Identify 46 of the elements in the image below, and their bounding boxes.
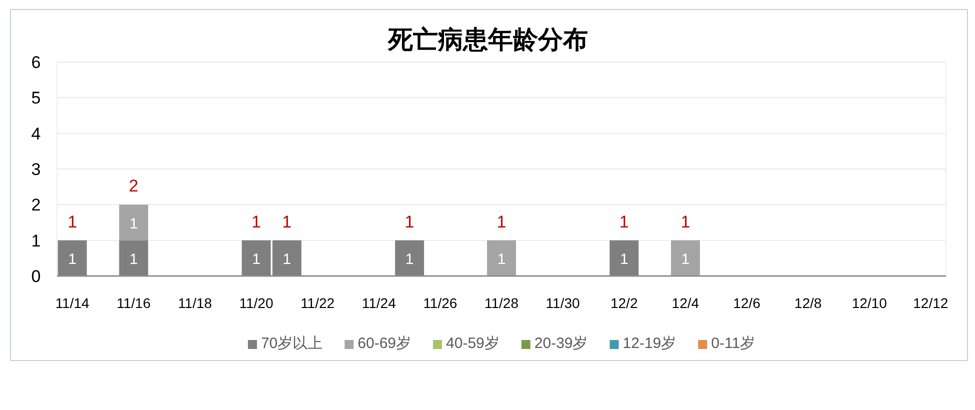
x-tick-label: 11/30 [546, 295, 580, 311]
y-tick-label: 3 [31, 160, 41, 179]
x-tick-label: 12/10 [852, 295, 888, 311]
data-label: 1 [129, 251, 138, 268]
x-tick-label: 11/26 [423, 295, 458, 311]
total-label: 2 [128, 176, 138, 196]
legend-label: 0-11岁 [711, 335, 756, 352]
total-label: 1 [680, 212, 690, 232]
x-tick-label: 12/12 [913, 295, 948, 311]
x-tick-label: 11/28 [484, 295, 519, 311]
total-label: 1 [496, 212, 506, 232]
y-tick-label: 4 [31, 124, 41, 144]
data-label: 1 [620, 251, 628, 268]
x-tick-label: 11/18 [178, 295, 212, 311]
x-tick-label: 11/22 [300, 295, 335, 311]
legend-label: 60-69岁 [358, 335, 412, 352]
data-label: 1 [252, 251, 260, 268]
y-tick-label: 1 [31, 231, 41, 250]
x-tick-label: 11/24 [362, 295, 396, 311]
y-tick-label: 6 [31, 53, 41, 72]
y-tick-label: 0 [31, 267, 41, 286]
data-label: 1 [497, 251, 506, 268]
x-tick-label: 12/8 [794, 295, 822, 311]
data-label: 1 [68, 251, 76, 268]
x-tick-label: 12/6 [733, 295, 761, 311]
x-tick-label: 11/20 [239, 295, 274, 311]
data-label: 1 [129, 216, 138, 232]
total-label: 1 [404, 212, 414, 232]
legend-label: 70岁以上 [260, 335, 323, 352]
chart-title: 死亡病患年龄分布 [387, 26, 588, 54]
y-tick-label: 2 [31, 196, 41, 215]
y-tick-label: 5 [31, 88, 41, 108]
legend-label: 40-59岁 [446, 335, 500, 352]
legend-label: 20-39岁 [534, 335, 588, 352]
data-label: 1 [405, 251, 414, 268]
x-tick-label: 12/2 [610, 295, 638, 311]
x-tick-label: 11/16 [116, 295, 151, 311]
legend-label: 12-19岁 [622, 335, 676, 352]
x-tick-label: 12/4 [672, 295, 700, 311]
total-label: 1 [619, 212, 629, 232]
total-label: 1 [252, 212, 261, 232]
x-tick-label: 11/14 [55, 295, 90, 311]
data-label: 1 [681, 251, 690, 268]
data-label: 1 [282, 251, 292, 268]
total-label: 1 [68, 212, 78, 232]
total-label: 1 [282, 212, 292, 232]
